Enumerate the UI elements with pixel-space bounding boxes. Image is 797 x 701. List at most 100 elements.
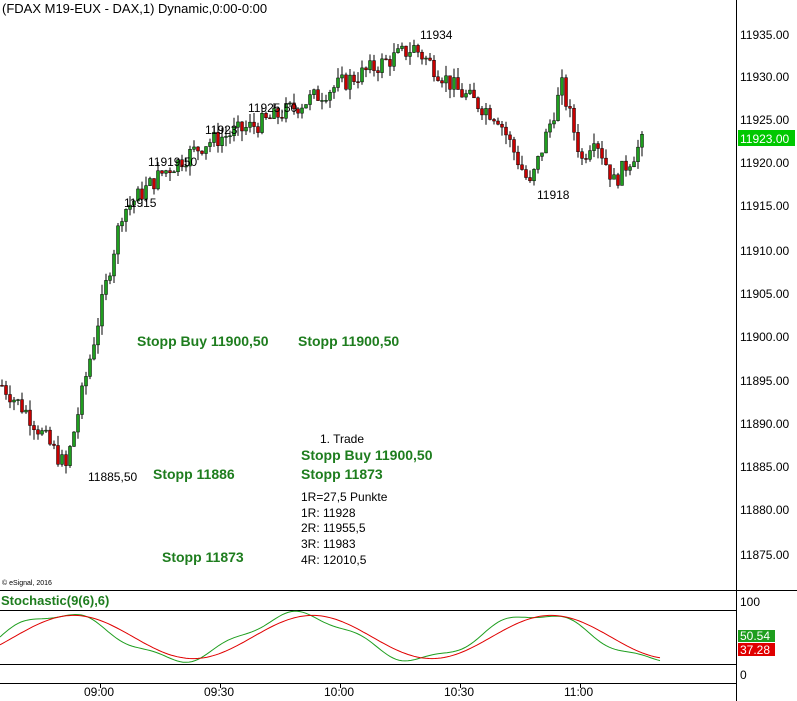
candle-body xyxy=(16,399,20,401)
candle-body xyxy=(532,169,536,182)
candle-body xyxy=(172,171,176,174)
candle-body xyxy=(296,108,300,114)
candle-body xyxy=(52,443,56,446)
target-3r: 3R: 11983 xyxy=(301,537,356,551)
stoch-k-value: 50.54 xyxy=(740,629,770,643)
swing-label-11885-50: 11885,50 xyxy=(88,470,137,484)
candle-body xyxy=(272,108,276,119)
price-tick: 11915.00 xyxy=(740,199,789,213)
candle-body xyxy=(632,161,636,168)
candle-body xyxy=(408,52,412,57)
candle-body xyxy=(544,131,548,154)
candle-body xyxy=(224,136,228,138)
candle-body xyxy=(492,119,496,122)
candle-body xyxy=(276,108,280,118)
candle-body xyxy=(372,60,376,71)
target-2r: 2R: 11955,5 xyxy=(301,521,366,535)
trade-stopp-buy: Stopp Buy 11900,50 xyxy=(301,447,433,463)
candle-body xyxy=(520,164,524,170)
price-tick: 11900.00 xyxy=(740,330,789,344)
candle-body xyxy=(76,414,80,433)
stopp-label-11900-50: Stopp 11900,50 xyxy=(298,333,399,349)
candle-body xyxy=(572,107,576,133)
candle-body xyxy=(28,409,32,426)
candle-body xyxy=(196,146,200,152)
price-tick: 11905.00 xyxy=(740,287,789,301)
candle-body xyxy=(156,170,160,190)
target-4r: 4R: 12010,5 xyxy=(301,553,367,567)
candle-body xyxy=(604,157,608,165)
candle-body xyxy=(228,135,232,138)
candle-body xyxy=(120,221,124,227)
candle-body xyxy=(476,97,480,109)
candle-body xyxy=(0,385,4,387)
stopp-label-11886: Stopp 11886 xyxy=(153,466,235,482)
candle-body xyxy=(92,344,96,360)
copyright: © eSignal, 2016 xyxy=(2,579,52,587)
swing-label-11919-50: 11919,50 xyxy=(148,155,197,169)
stopp-label-11873: Stopp 11873 xyxy=(162,549,244,565)
stochastic-k-line xyxy=(0,610,661,663)
candle-body xyxy=(116,225,120,255)
candle-body xyxy=(4,385,8,395)
candle-body xyxy=(504,126,508,136)
swing-label-11934: 11934 xyxy=(420,28,453,42)
candle-body xyxy=(60,454,64,465)
candle-body xyxy=(164,170,168,174)
candle-body xyxy=(388,59,392,67)
time-tick: 10:00 xyxy=(324,685,354,699)
candle-body xyxy=(332,87,336,93)
candle-body xyxy=(124,209,128,222)
candle-body xyxy=(280,117,284,119)
price-tick: 11935.00 xyxy=(740,28,789,42)
stochastic-pane: Stochastic(9(6),6) 100 0 50.54 37.28 xyxy=(0,593,775,682)
candle-body xyxy=(140,188,144,200)
candle-body xyxy=(356,81,360,83)
candle-body xyxy=(108,275,112,281)
candle-body xyxy=(616,174,620,186)
candle-body xyxy=(384,58,388,61)
candle-body xyxy=(288,102,292,105)
candle-body xyxy=(472,89,476,99)
candle-body xyxy=(184,165,188,168)
price-tick: 11930.00 xyxy=(740,70,789,84)
candle-body xyxy=(36,429,40,435)
candle-body xyxy=(404,45,408,57)
stochastic-label: Stochastic(9(6),6) xyxy=(1,593,109,608)
candle-body xyxy=(364,67,368,71)
candle-body xyxy=(576,132,580,152)
price-tick: 11920.00 xyxy=(740,156,789,170)
candle-body xyxy=(456,77,460,90)
candle-body xyxy=(460,89,464,98)
candle-body xyxy=(136,188,140,202)
candle-body xyxy=(284,103,288,119)
candle-body xyxy=(400,45,404,49)
stoch-d-value: 37.28 xyxy=(740,643,770,657)
candle-body xyxy=(588,150,592,160)
price-pane: (FDAX M19-EUX - DAX,1) Dynamic,0:00-0:00… xyxy=(0,1,644,587)
candle-body xyxy=(624,160,628,171)
candle-body xyxy=(160,170,164,174)
candle-body xyxy=(420,51,424,60)
candle-body xyxy=(560,77,564,96)
candle-body xyxy=(392,52,396,67)
candle-body xyxy=(536,156,540,170)
candle-body xyxy=(496,120,500,125)
candle-body xyxy=(412,45,416,53)
candle-body xyxy=(636,146,640,162)
candle-body xyxy=(252,121,256,127)
candle-body xyxy=(80,385,84,415)
stoch-tick-100: 100 xyxy=(740,595,760,609)
candle-body xyxy=(368,60,372,71)
candle-body xyxy=(304,104,308,109)
candle-body xyxy=(584,158,588,160)
candle-body xyxy=(232,126,236,137)
time-tick: 09:00 xyxy=(84,685,114,699)
candle-body xyxy=(24,409,28,413)
candle-body xyxy=(344,74,348,90)
candle-body xyxy=(528,177,532,182)
candle-body xyxy=(96,325,100,346)
stoch-tick-0: 0 xyxy=(740,668,747,682)
time-axis: 09:00 09:30 10:00 10:30 11:00 xyxy=(84,683,593,699)
